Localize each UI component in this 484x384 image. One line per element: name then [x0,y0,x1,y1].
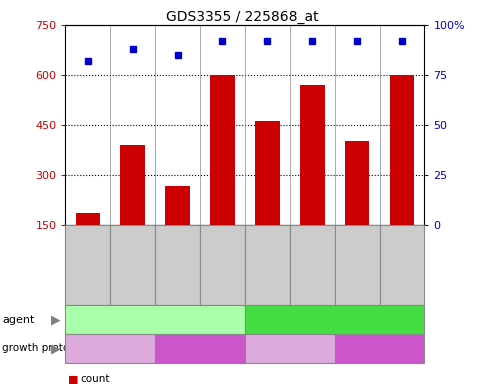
Text: GSM244647: GSM244647 [83,238,92,291]
Text: confluent: confluent [263,343,316,354]
Text: GSM244651: GSM244651 [173,238,182,291]
Text: GDS3355 / 225868_at: GDS3355 / 225868_at [166,10,318,23]
Text: ▶: ▶ [51,313,60,326]
Text: agent: agent [2,314,35,325]
Text: ■: ■ [68,374,78,384]
Bar [255,121,279,225]
Text: growth protocol: growth protocol [2,343,85,354]
Text: GSM244652: GSM244652 [352,238,361,291]
Bar [120,145,145,225]
Text: GSM244650: GSM244650 [307,238,316,291]
Bar [344,141,369,225]
Bar [210,75,234,225]
Text: count: count [80,374,109,384]
Text: GSM244648: GSM244648 [262,238,272,291]
Text: GSM244653: GSM244653 [217,238,227,291]
Text: GSM244649: GSM244649 [128,238,137,291]
Text: GSM244654: GSM244654 [396,238,406,291]
Text: ▶: ▶ [51,342,60,355]
Text: control: control [136,314,174,325]
Text: sparse: sparse [181,343,218,354]
Text: confluent: confluent [84,343,136,354]
Bar [299,85,324,225]
Text: Ang1: Ang1 [319,314,348,325]
Bar [165,186,190,225]
Text: sparse: sparse [360,343,397,354]
Bar [76,213,100,225]
Bar [389,75,413,225]
